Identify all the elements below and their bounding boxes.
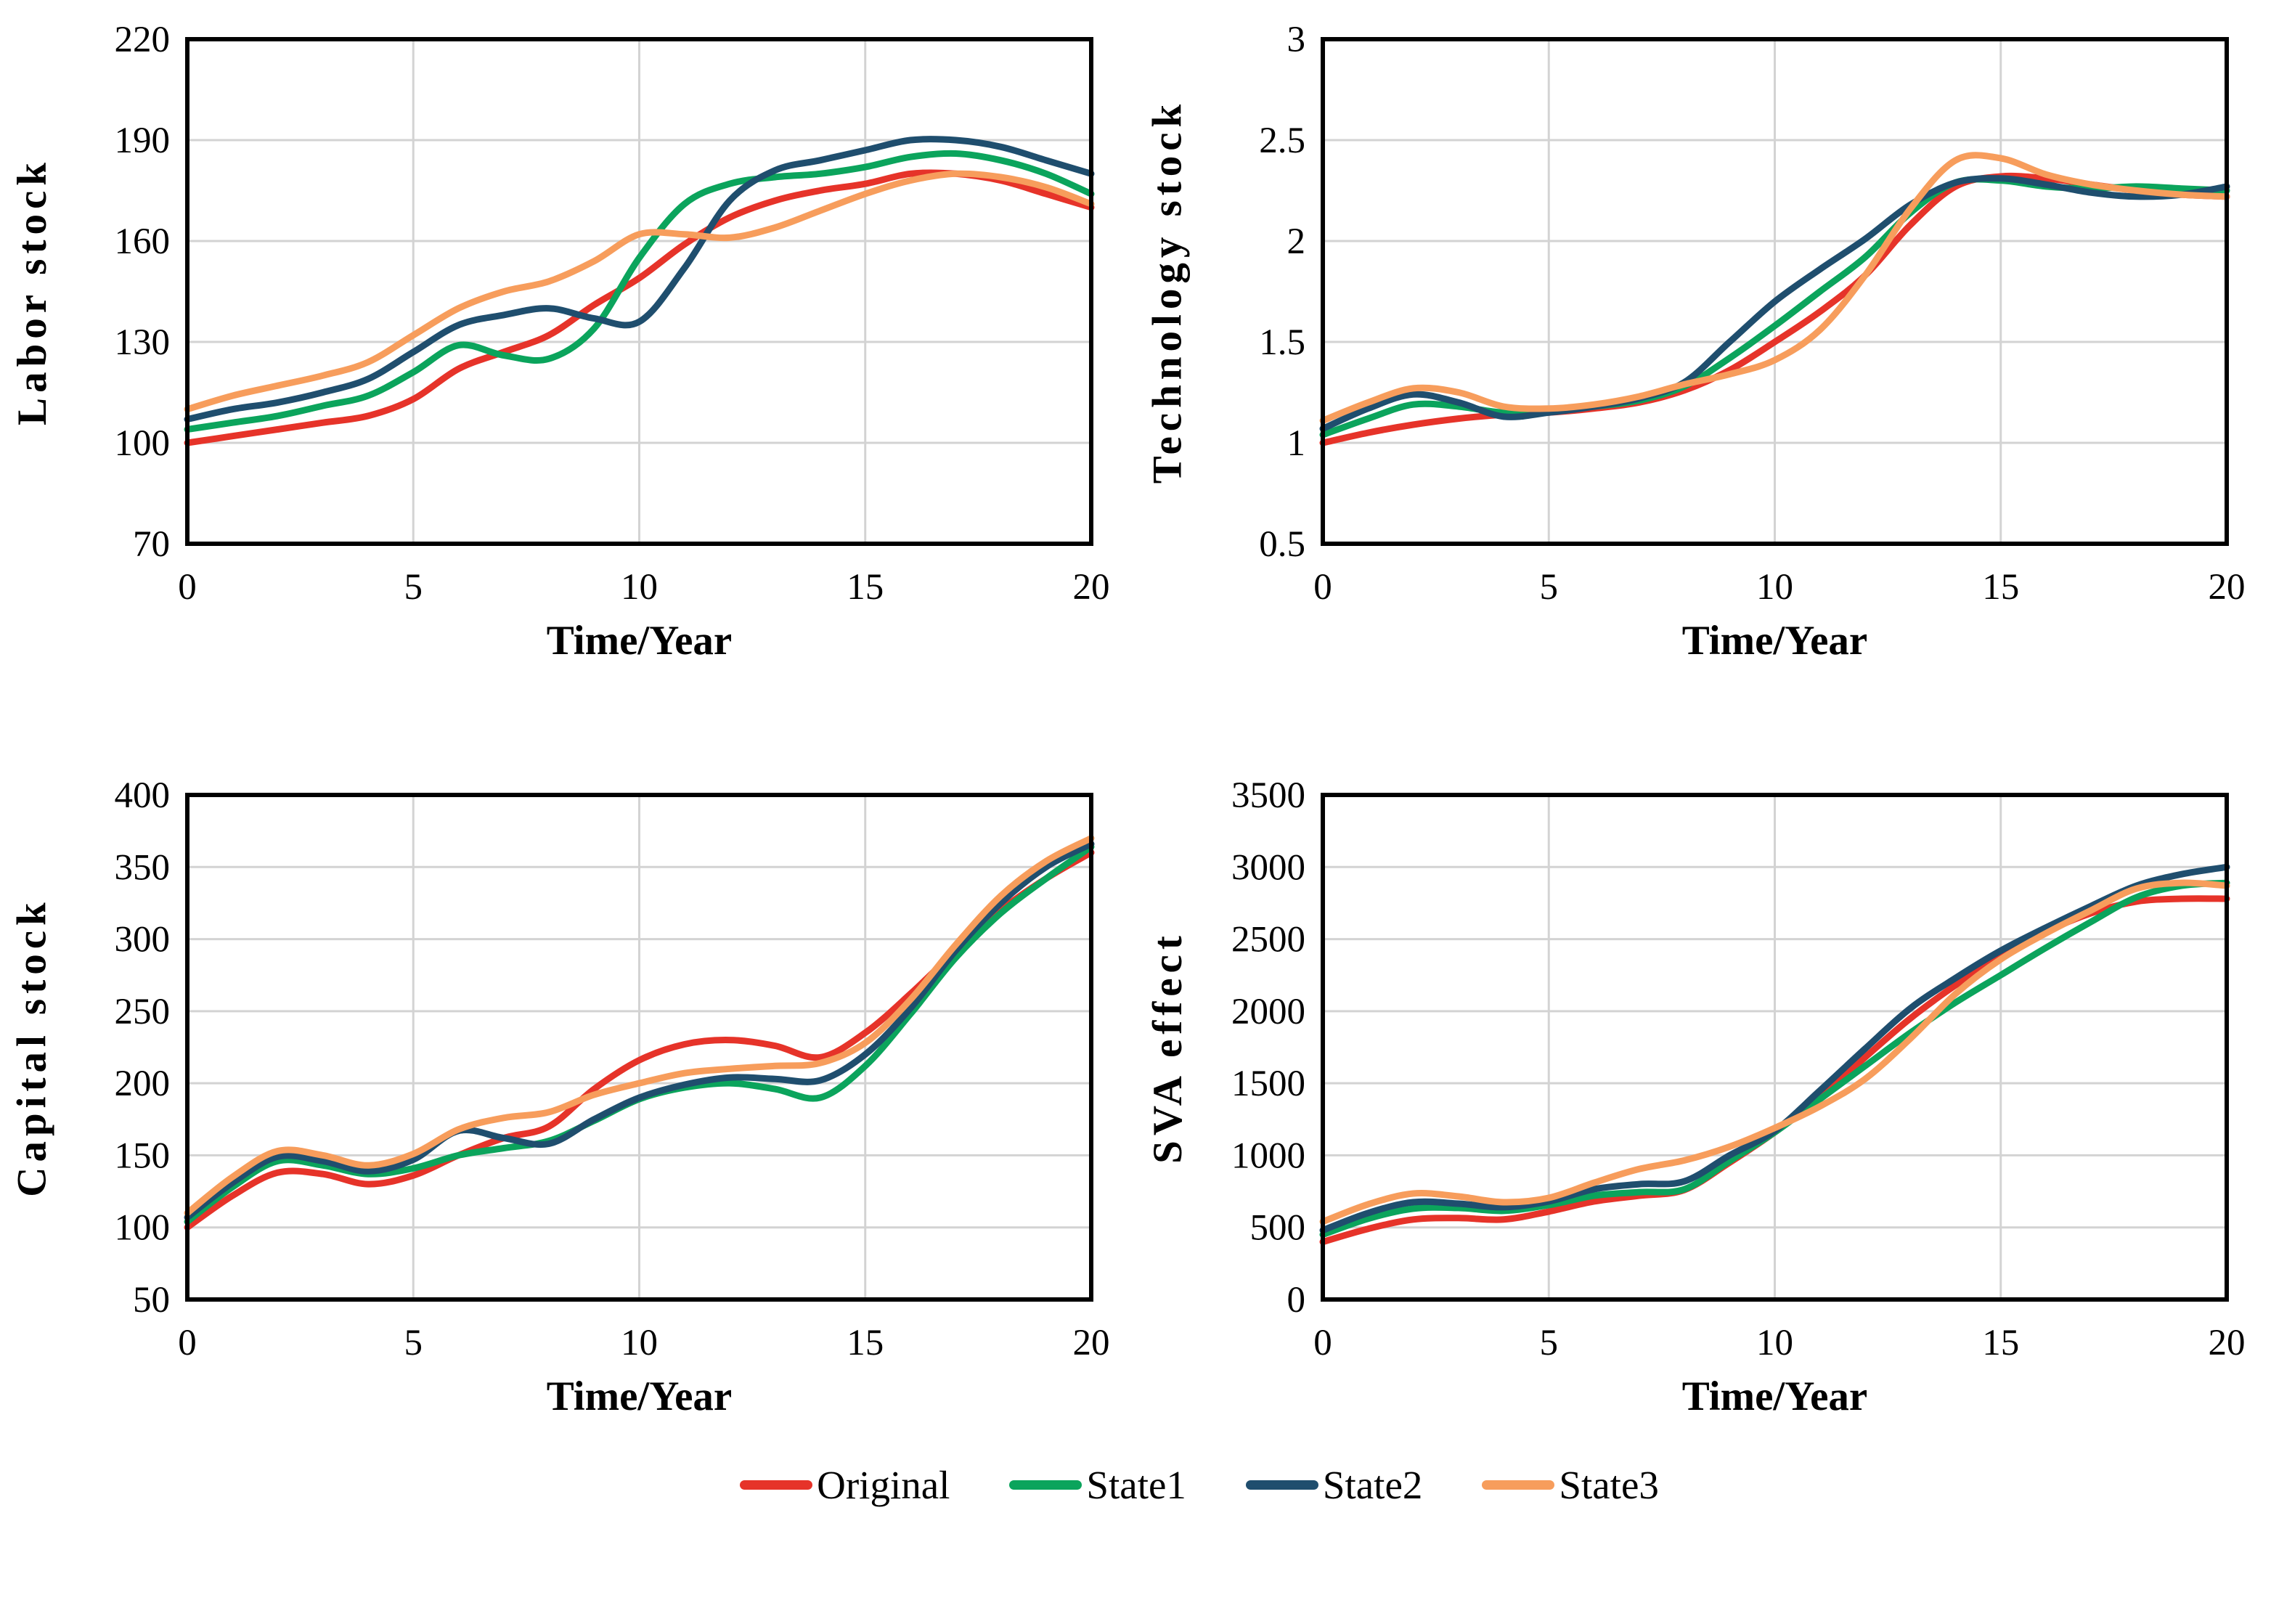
svg-text:5: 5 bbox=[404, 1323, 423, 1363]
legend-swatch-state3 bbox=[1482, 1480, 1555, 1490]
svg-text:160: 160 bbox=[115, 221, 171, 262]
svg-text:50: 50 bbox=[133, 1280, 170, 1321]
svg-text:350: 350 bbox=[115, 847, 171, 888]
y-axis-label: Capital stock bbox=[9, 897, 55, 1197]
x-axis-label: Time/Year bbox=[546, 618, 733, 664]
svg-text:250: 250 bbox=[115, 992, 171, 1032]
legend-label-original: Original bbox=[817, 1463, 950, 1507]
legend-swatch-original bbox=[740, 1480, 813, 1490]
svg-text:1000: 1000 bbox=[1231, 1135, 1305, 1176]
legend-item-state1: State1 bbox=[1009, 1462, 1186, 1508]
svg-text:1500: 1500 bbox=[1231, 1064, 1305, 1104]
legend-item-original: Original bbox=[740, 1462, 950, 1508]
svg-text:0: 0 bbox=[1313, 1323, 1332, 1363]
svg-text:2.5: 2.5 bbox=[1259, 121, 1305, 161]
svg-text:15: 15 bbox=[847, 1323, 884, 1363]
plot-capital-stock: 50 100 150 200 250 300 350 400 0 5 10 15 20 bbox=[115, 775, 1110, 1363]
legend-label-state3: State3 bbox=[1559, 1463, 1659, 1507]
chart-grid: Labor stock 70 100 130 160 190 220 0 5 10 15 20 Ti… bbox=[0, 10, 2271, 1420]
svg-text:1: 1 bbox=[1287, 423, 1306, 464]
svg-text:5: 5 bbox=[404, 567, 423, 608]
x-axis-label: Time/Year bbox=[1681, 618, 1868, 664]
plot-wrap: 0.5 1 1.5 2 2.5 3 0 5 10 15 20 Time/Year bbox=[1199, 10, 2267, 664]
svg-text:70: 70 bbox=[133, 524, 170, 565]
svg-text:0: 0 bbox=[178, 567, 197, 608]
legend-item-state2: State2 bbox=[1245, 1462, 1423, 1508]
svg-text:190: 190 bbox=[115, 121, 171, 161]
svg-text:5: 5 bbox=[1540, 1323, 1559, 1363]
svg-text:220: 220 bbox=[115, 20, 171, 60]
svg-text:20: 20 bbox=[2209, 567, 2246, 608]
svg-text:10: 10 bbox=[1756, 1323, 1793, 1363]
plot-technology-stock: 0.5 1 1.5 2 2.5 3 0 5 10 15 20 bbox=[1259, 20, 2246, 608]
chart-labor-stock: Labor stock 70 100 130 160 190 220 0 5 10 15 20 Ti… bbox=[0, 10, 1136, 664]
x-axis-label: Time/Year bbox=[1681, 1374, 1868, 1419]
plot-wrap: 0 500 1000 1500 2000 2500 3000 3500 0 5 10 15 20 Tim… bbox=[1199, 766, 2267, 1420]
svg-text:10: 10 bbox=[621, 1323, 658, 1363]
svg-text:20: 20 bbox=[2209, 1323, 2246, 1363]
legend: Original State1 State2 State3 bbox=[64, 1462, 2271, 1508]
svg-text:1.5: 1.5 bbox=[1259, 322, 1305, 363]
y-axis-label-column: Labor stock bbox=[0, 0, 64, 592]
plot-wrap: 50 100 150 200 250 300 350 400 0 5 10 15 20 Time/Yea… bbox=[64, 766, 1131, 1420]
y-axis-label: Technology stock bbox=[1144, 99, 1191, 483]
svg-text:500: 500 bbox=[1250, 1208, 1306, 1249]
svg-text:100: 100 bbox=[115, 423, 171, 464]
svg-text:15: 15 bbox=[1982, 1323, 2019, 1363]
legend-swatch-state1 bbox=[1009, 1480, 1083, 1490]
plot-wrap: 70 100 130 160 190 220 0 5 10 15 20 Time/Year bbox=[64, 10, 1131, 664]
svg-text:15: 15 bbox=[1982, 567, 2019, 608]
plot-sva-effect: 0 500 1000 1500 2000 2500 3000 3500 0 5 10 15 20 bbox=[1231, 775, 2246, 1363]
y-axis-label-column: Capital stock bbox=[0, 746, 64, 1348]
svg-text:10: 10 bbox=[1756, 567, 1793, 608]
y-axis-label-column: SVA effect bbox=[1136, 746, 1199, 1348]
svg-text:2500: 2500 bbox=[1231, 920, 1305, 960]
svg-text:300: 300 bbox=[115, 920, 171, 960]
y-axis-label: Labor stock bbox=[9, 157, 55, 425]
svg-text:0: 0 bbox=[1287, 1280, 1306, 1321]
y-axis-label-column: Technology stock bbox=[1136, 0, 1199, 592]
svg-text:10: 10 bbox=[621, 567, 658, 608]
legend-swatch-state2 bbox=[1245, 1480, 1318, 1490]
svg-text:2000: 2000 bbox=[1231, 992, 1305, 1032]
legend-item-state3: State3 bbox=[1482, 1462, 1659, 1508]
chart-sva-effect: SVA effect 0 500 1000 1500 2000 2500 3000 3500 0… bbox=[1136, 766, 2271, 1420]
svg-text:100: 100 bbox=[115, 1208, 171, 1249]
plot-labor-stock: 70 100 130 160 190 220 0 5 10 15 20 bbox=[115, 20, 1110, 608]
chart-capital-stock: Capital stock 50 100 150 200 250 300 350 400 0 5 1… bbox=[0, 766, 1136, 1420]
svg-text:20: 20 bbox=[1073, 567, 1110, 608]
svg-text:3: 3 bbox=[1287, 20, 1306, 60]
x-axis-label: Time/Year bbox=[546, 1374, 733, 1419]
svg-text:0: 0 bbox=[1313, 567, 1332, 608]
legend-label-state2: State2 bbox=[1322, 1463, 1423, 1507]
svg-text:2: 2 bbox=[1287, 221, 1306, 262]
svg-text:150: 150 bbox=[115, 1135, 171, 1176]
svg-text:20: 20 bbox=[1073, 1323, 1110, 1363]
svg-text:15: 15 bbox=[847, 567, 884, 608]
svg-text:200: 200 bbox=[115, 1064, 171, 1104]
legend-label-state1: State1 bbox=[1086, 1463, 1186, 1507]
chart-technology-stock: Technology stock 0.5 1 1.5 2 2.5 3 0 5 10 15 20 Ti… bbox=[1136, 10, 2271, 664]
svg-text:130: 130 bbox=[115, 322, 171, 363]
svg-text:0: 0 bbox=[178, 1323, 197, 1363]
svg-text:3000: 3000 bbox=[1231, 847, 1305, 888]
y-axis-label: SVA effect bbox=[1144, 930, 1191, 1164]
svg-text:3500: 3500 bbox=[1231, 775, 1305, 816]
svg-text:0.5: 0.5 bbox=[1259, 524, 1305, 565]
svg-text:400: 400 bbox=[115, 775, 171, 816]
svg-text:5: 5 bbox=[1540, 567, 1559, 608]
